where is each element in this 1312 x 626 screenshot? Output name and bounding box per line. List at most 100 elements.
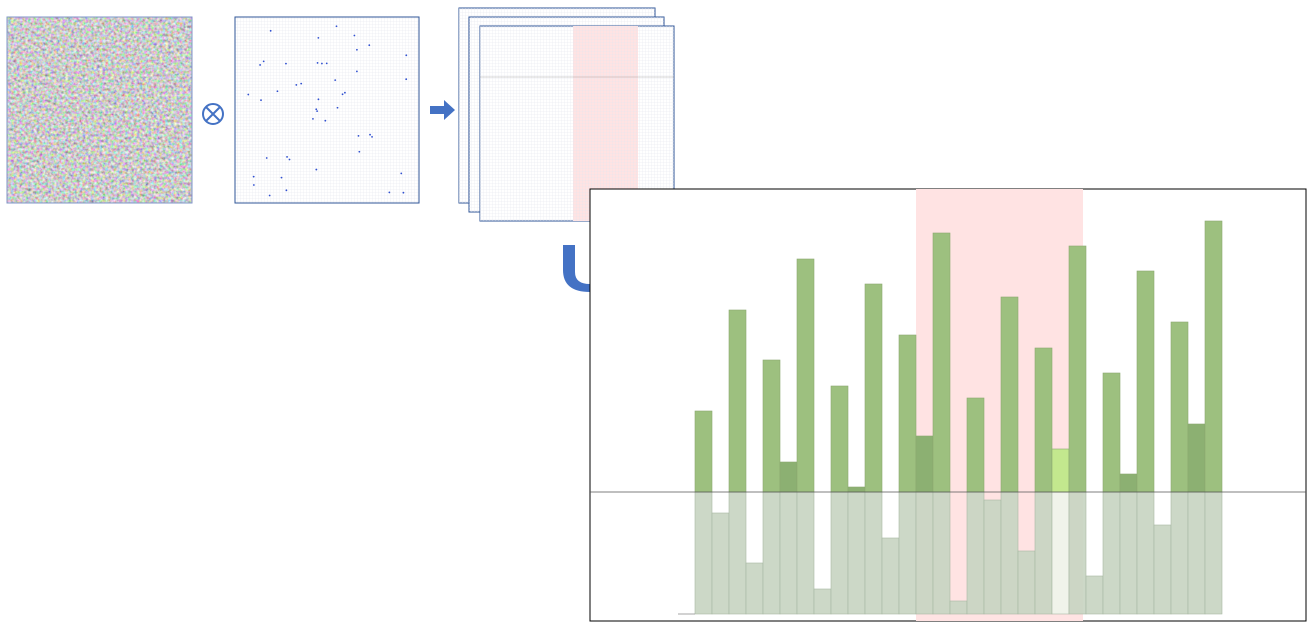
- dot: [356, 70, 358, 73]
- dot: [269, 29, 272, 32]
- upper-bar: [762, 359, 781, 493]
- upper-bar: [1000, 296, 1019, 493]
- lower-bar: [1102, 491, 1121, 615]
- upper-bar: [830, 385, 849, 493]
- lower-bar: [1187, 491, 1206, 615]
- upper-bar: [1170, 321, 1189, 493]
- lower-bar: [1068, 491, 1087, 615]
- lower-bar: [864, 491, 883, 615]
- dot: [260, 99, 262, 102]
- upper-bar: [779, 461, 798, 493]
- dot: [321, 62, 323, 65]
- dot: [288, 158, 291, 161]
- dot: [280, 176, 283, 179]
- dot: [325, 62, 328, 65]
- upper-bar: [694, 410, 713, 493]
- lower-bar: [1153, 524, 1172, 615]
- dot: [312, 117, 314, 120]
- lower-bar: [711, 512, 730, 615]
- lower-bar: [779, 491, 798, 615]
- upper-bar: [915, 435, 934, 493]
- upper-bar: [1102, 372, 1121, 493]
- dot: [315, 108, 318, 111]
- dot: [402, 191, 405, 194]
- dot: [371, 135, 373, 138]
- dot: [315, 168, 318, 171]
- dot: [316, 62, 319, 64]
- dot: [300, 82, 303, 85]
- dot: [405, 78, 408, 81]
- dot: [265, 157, 268, 159]
- dot: [358, 150, 361, 153]
- dot: [286, 156, 288, 158]
- upper-bar: [728, 309, 747, 493]
- dot: [262, 60, 265, 63]
- dot: [317, 98, 320, 101]
- lower-bar: [1085, 575, 1104, 615]
- lower-bar: [932, 491, 951, 615]
- upper-bar: [932, 232, 951, 493]
- lower-bar: [847, 491, 866, 615]
- dot: [353, 34, 356, 37]
- lower-bar: [796, 491, 815, 615]
- dot: [400, 172, 403, 175]
- lower-bar: [898, 491, 917, 615]
- lower-bar: [881, 537, 900, 615]
- upper-bar: [864, 283, 883, 493]
- dot: [259, 64, 261, 66]
- upper-bar: [796, 258, 815, 493]
- lower-bar: [1034, 491, 1053, 615]
- lower-bar: [915, 491, 934, 615]
- upper-bar: [1119, 473, 1138, 493]
- lower-bar: [694, 491, 713, 615]
- dot: [268, 194, 271, 197]
- dot: [285, 189, 288, 192]
- dot: [368, 44, 371, 47]
- dot: [341, 93, 344, 96]
- dot: [336, 106, 339, 109]
- dot: [285, 62, 287, 65]
- lower-bar: [1119, 491, 1138, 615]
- sparse-grid: [234, 16, 420, 204]
- dot: [252, 184, 255, 186]
- lower-bar: [966, 491, 985, 615]
- arrow: [430, 100, 455, 120]
- dot: [324, 119, 327, 122]
- upper-bar: [1187, 423, 1206, 493]
- dot: [334, 79, 337, 82]
- upper-bar: [898, 334, 917, 493]
- upper-bar: [1051, 448, 1070, 493]
- lower-bar: [813, 588, 832, 615]
- lower-bar: [762, 491, 781, 615]
- dot: [356, 48, 358, 51]
- noise-image: [6, 16, 193, 204]
- dot: [295, 84, 298, 86]
- lower-bar: [1170, 491, 1189, 615]
- lower-bar: [1136, 491, 1155, 615]
- lower-bar: [728, 491, 747, 615]
- dot: [369, 133, 371, 136]
- dot: [388, 191, 391, 194]
- lower-bar: [1000, 491, 1019, 615]
- dot: [344, 91, 346, 94]
- dot: [317, 36, 320, 39]
- bar-chart: [589, 188, 1307, 622]
- dot: [276, 90, 279, 93]
- upper-bar: [1136, 270, 1155, 493]
- lower-bar: [745, 562, 764, 615]
- upper-bar: [1068, 245, 1087, 493]
- upper-bar: [1034, 347, 1053, 493]
- dot: [357, 134, 360, 137]
- dot: [405, 54, 408, 57]
- upper-bar: [847, 486, 866, 493]
- lower-bar: [1051, 491, 1070, 615]
- convolve-symbol: [202, 103, 224, 125]
- lower-bar: [949, 600, 968, 615]
- dot: [316, 110, 319, 113]
- lower-bar: [1017, 550, 1036, 615]
- lower-bar: [1204, 491, 1223, 615]
- dot: [247, 93, 250, 96]
- upper-bar: [966, 397, 985, 493]
- dot: [252, 175, 255, 178]
